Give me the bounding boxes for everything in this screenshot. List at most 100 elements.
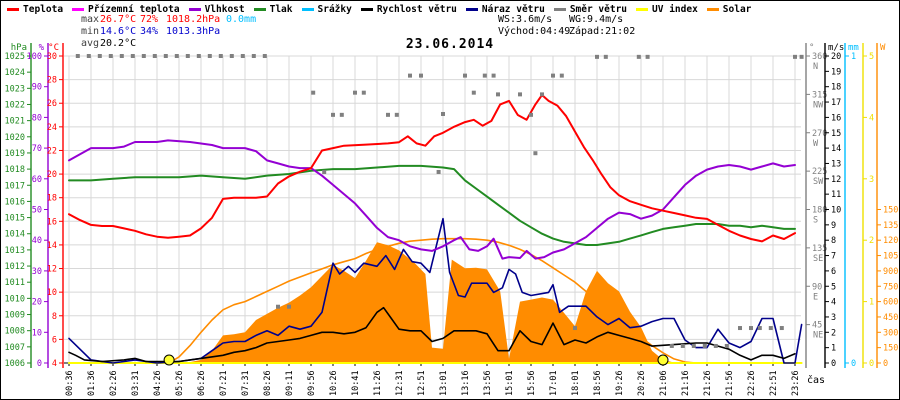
axis-tick-label: 10 — [47, 288, 57, 298]
axis-tick-label: 1015 — [5, 214, 25, 224]
axis-tick-label: 20 — [831, 52, 841, 62]
axis-tick-label: 80 — [32, 113, 42, 123]
axis-tick-label: 30 — [47, 52, 57, 62]
axis-tick-label: 1020 — [5, 133, 25, 143]
stat-wind-speed: WS:3.6m/s — [498, 14, 553, 25]
series-humidity — [68, 139, 796, 260]
x-tick-label: 07:31 — [241, 370, 251, 396]
stat-max-label: max — [81, 14, 100, 25]
legend-item-9: UV index — [636, 4, 698, 15]
legend-item-4: Tlak — [253, 4, 293, 15]
legend: Teplota Přízemní teplota Vlhkost Tlak Srážky… — [7, 4, 751, 15]
x-tick-label: 21:06 — [659, 370, 669, 396]
gridlines — [64, 55, 801, 364]
axis-tick-label: 5 — [869, 52, 874, 62]
axis-dir-label: NW — [813, 100, 824, 110]
x-tick-label: 09:11 — [285, 370, 295, 396]
legend-item-3: Vlhkost — [188, 4, 245, 15]
axis-pressure: hPa 1006 1007 1008 1009 1010 1011 1012 1013 1014 1… — [5, 43, 32, 369]
axis-tick-label: 1012 — [5, 262, 25, 272]
axis-tick-label: 2 — [869, 236, 874, 246]
axis-dir-label: E — [813, 292, 818, 302]
legend-swatch — [7, 8, 19, 11]
axis-tick-label: 0 — [883, 359, 888, 369]
legend-item-1: Teplota — [7, 4, 63, 15]
axis-tick-label: 22 — [47, 146, 57, 156]
axis-tick-label: 5 — [831, 282, 836, 292]
legend-swatch — [636, 8, 649, 11]
axis-humidity: % 0 10 20 30 40 50 60 70 80 90 100 — [27, 43, 49, 369]
x-tick-label: 18:01 — [571, 370, 581, 396]
axis-unit: % — [39, 43, 45, 53]
axis-tick-label: 1010 — [5, 294, 25, 304]
legend-label: Náraz větru — [481, 4, 545, 15]
x-tick-label: 06:26 — [197, 370, 207, 396]
stat-avg-temp: 20.2°C — [100, 38, 137, 49]
axis-tick-label: 0 — [851, 359, 856, 369]
stat-max-temp: 26.7°C — [100, 14, 137, 25]
axis-tick-label: 1 — [869, 298, 874, 308]
sunset-marker — [657, 354, 669, 366]
x-axis: 00:36 01:36 02:26 03:31 04:26 05:26 06:26 07:21… — [64, 362, 825, 396]
axis-tick-label: 450 — [883, 313, 898, 323]
axis-tick-label: 1018 — [5, 165, 25, 175]
legend-swatch — [72, 8, 85, 11]
legend-label: Srážky — [317, 4, 352, 15]
axis-tick-label: 0 — [37, 359, 42, 369]
axis-tick-label: 1016 — [5, 197, 25, 207]
axis-tick-label: 1 — [831, 344, 836, 354]
axis-tick-label: 1021 — [5, 117, 25, 127]
axis-tick-label: 1008 — [5, 327, 25, 337]
series-wind-speed — [68, 306, 796, 363]
sunrise-marker — [163, 354, 175, 366]
stat-sunset-time: Západ:21:02 — [569, 26, 636, 37]
x-tick-label: 17:01 — [549, 370, 559, 396]
axis-tick-label: 1014 — [5, 230, 25, 240]
x-axis-title: čas — [807, 374, 825, 386]
axis-tick-label: 0 — [869, 359, 874, 369]
x-tick-label: 10:41 — [351, 370, 361, 396]
series-pressure — [68, 164, 796, 246]
axis-tick-label: 270 — [812, 129, 827, 139]
axis-tick-label: 180 — [812, 206, 827, 216]
axis-tick-label: 3 — [831, 313, 836, 323]
x-tick-label: 09:56 — [307, 370, 317, 396]
axis-tick-label: 1022 — [5, 100, 25, 110]
axis-tick-label: 8 — [831, 236, 836, 246]
series-wind-gust — [68, 217, 803, 364]
legend-label: Vlhkost — [204, 4, 245, 15]
x-tick-label: 22:26 — [747, 370, 757, 396]
axis-tick-label: 60 — [32, 175, 42, 185]
axis-tick-label: 4 — [52, 359, 57, 369]
legend-swatch — [253, 8, 266, 11]
axis-tick-label: 6 — [52, 335, 57, 345]
axis-tick-label: 90 — [812, 282, 822, 292]
axis-tick-label: 40 — [32, 236, 42, 246]
axis-tick-label: 1011 — [5, 278, 25, 288]
series-solar-clear-sky-line — [168, 237, 697, 364]
axis-unit: hPa — [11, 43, 27, 53]
stat-rain-total: 0.0mm — [226, 14, 257, 25]
axis-tick-label: 30 — [32, 267, 42, 277]
axis-tick-label: 1023 — [5, 84, 25, 94]
axis-tick-label: 0 — [831, 359, 836, 369]
legend-item-7: Náraz větru — [465, 4, 545, 15]
axis-tick-label: 360 — [812, 52, 827, 62]
axis-tick-label: 1025 — [5, 52, 25, 62]
axis-tick-label: 20 — [47, 170, 57, 180]
series-solar-radiation-area — [185, 242, 685, 363]
axis-tick-label: 9 — [831, 221, 836, 231]
axis-dir-label: W — [813, 139, 819, 149]
axis-unit: W — [880, 43, 886, 53]
x-tick-label: 19:26 — [615, 370, 625, 396]
x-tick-label: 01:36 — [87, 370, 97, 396]
legend-item-5: Srážky — [301, 4, 352, 15]
axis-tick-label: 1024 — [5, 68, 25, 78]
x-tick-label: 21:16 — [681, 370, 691, 396]
x-tick-label: 10:26 — [329, 370, 339, 396]
axis-unit: m/s — [828, 43, 844, 53]
legend-swatch — [360, 8, 373, 11]
legend-label: Teplota — [23, 4, 64, 15]
